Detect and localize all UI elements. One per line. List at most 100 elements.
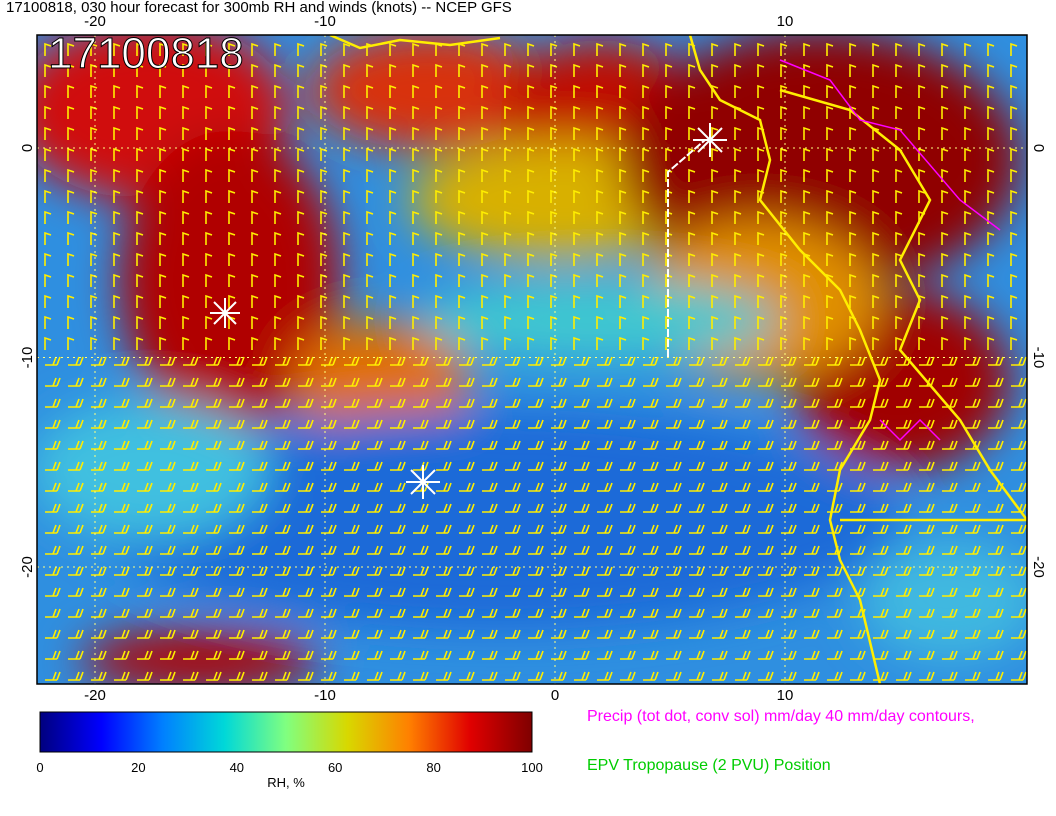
wind-barb xyxy=(826,147,834,161)
wind-barb xyxy=(113,189,121,203)
wind-barb xyxy=(504,210,512,224)
wind-barb xyxy=(826,210,834,224)
wind-barb xyxy=(620,482,636,492)
wind-barb xyxy=(389,63,397,77)
wind-barb xyxy=(620,377,636,387)
wind-barb xyxy=(136,189,144,203)
wind-barb xyxy=(1010,189,1018,203)
wind-barb xyxy=(459,377,475,387)
wind-barb xyxy=(689,419,705,429)
wind-barb xyxy=(689,650,705,660)
wind-barb xyxy=(551,566,567,576)
wind-barb xyxy=(413,587,429,597)
wind-barb xyxy=(136,252,144,266)
wind-barb xyxy=(504,84,512,98)
wind-barb xyxy=(366,147,374,161)
wind-barb xyxy=(275,608,291,618)
wind-barb xyxy=(596,84,604,98)
wind-barb xyxy=(481,273,489,287)
wind-barb xyxy=(850,671,866,681)
wind-barb xyxy=(298,524,314,534)
wind-barb xyxy=(459,608,475,618)
wind-barb xyxy=(665,189,673,203)
wind-barb xyxy=(136,231,144,245)
wind-barb xyxy=(666,671,682,681)
wind-barb xyxy=(872,63,880,77)
wind-barb xyxy=(643,566,659,576)
wind-barb xyxy=(298,671,314,681)
wind-barb xyxy=(183,356,199,366)
wind-barb xyxy=(666,587,682,597)
wind-barb xyxy=(458,84,466,98)
wind-barb xyxy=(343,336,351,350)
wind-barb xyxy=(803,126,811,140)
wind-barb xyxy=(666,398,682,408)
wind-barb xyxy=(596,336,604,350)
wind-barb xyxy=(68,608,84,618)
wind-barb xyxy=(734,126,742,140)
wind-barb xyxy=(987,336,995,350)
wind-barb xyxy=(965,482,981,492)
wind-barb xyxy=(734,84,742,98)
wind-barb xyxy=(735,377,751,387)
wind-barb xyxy=(643,503,659,513)
wind-barb xyxy=(252,650,268,660)
wind-barb xyxy=(44,189,52,203)
wind-barb xyxy=(758,608,774,618)
wind-barb xyxy=(643,440,659,450)
wind-barb xyxy=(160,629,176,639)
wind-barb xyxy=(367,524,383,534)
wind-barb xyxy=(734,42,742,56)
wind-barb xyxy=(67,231,75,245)
wind-barb xyxy=(872,168,880,182)
wind-barb xyxy=(918,168,926,182)
wind-barb xyxy=(781,461,797,471)
wind-barb xyxy=(481,84,489,98)
wind-barb xyxy=(114,545,130,555)
wind-barb xyxy=(206,545,222,555)
wind-barb xyxy=(942,566,958,576)
wind-barb xyxy=(850,650,866,660)
wind-barb xyxy=(182,273,190,287)
wind-barb xyxy=(689,566,705,576)
wind-barb xyxy=(136,105,144,119)
wind-barb xyxy=(114,524,130,534)
wind-barb xyxy=(344,650,360,660)
wind-barb xyxy=(988,503,1004,513)
wind-barb xyxy=(919,503,935,513)
wind-barb xyxy=(251,252,259,266)
wind-barb xyxy=(366,126,374,140)
wind-barb xyxy=(827,377,843,387)
wind-barb xyxy=(45,650,61,660)
wind-barb xyxy=(849,168,857,182)
wind-barb xyxy=(987,294,995,308)
wind-barb xyxy=(528,608,544,618)
wind-barb xyxy=(137,671,153,681)
wind-barb xyxy=(757,315,765,329)
wind-barb xyxy=(159,336,167,350)
wind-barb xyxy=(527,63,535,77)
wind-barb xyxy=(1011,377,1027,387)
wind-barb xyxy=(895,294,903,308)
wind-barb xyxy=(1011,671,1027,681)
wind-barb xyxy=(113,336,121,350)
wind-barb xyxy=(734,189,742,203)
wind-barb xyxy=(228,231,236,245)
wind-barb xyxy=(389,147,397,161)
wind-barb xyxy=(596,42,604,56)
wind-barb xyxy=(344,629,360,639)
wind-barb xyxy=(114,482,130,492)
wind-barb xyxy=(436,545,452,555)
wind-barb xyxy=(251,231,259,245)
wind-barb xyxy=(550,210,558,224)
wind-barb xyxy=(136,42,144,56)
wind-barb xyxy=(873,419,889,429)
wind-barb xyxy=(665,315,673,329)
wind-barb xyxy=(182,105,190,119)
wind-barb xyxy=(297,294,305,308)
wind-barb xyxy=(436,419,452,429)
wind-barb xyxy=(804,482,820,492)
wind-barb xyxy=(850,566,866,576)
wind-barb xyxy=(596,63,604,77)
wind-barb xyxy=(206,482,222,492)
